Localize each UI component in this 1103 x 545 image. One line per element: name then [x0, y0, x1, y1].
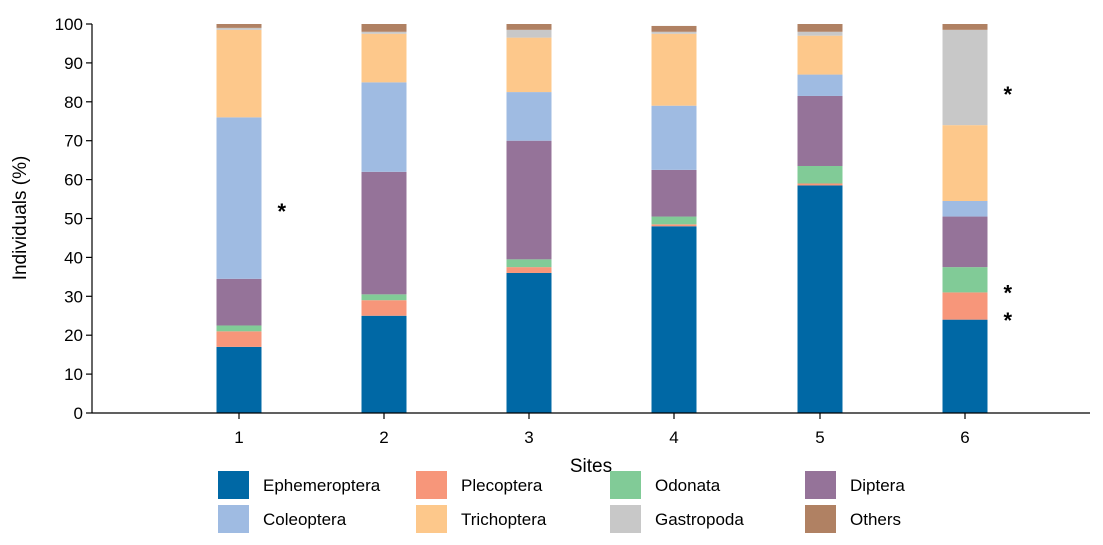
bar-segment-site-5-ephemeroptera: [797, 185, 843, 413]
x-tick-label: 4: [669, 428, 678, 447]
legend-label-diptera: Diptera: [850, 476, 905, 495]
y-tick-label: 30: [64, 287, 83, 306]
legend-swatch-ephemeroptera: [218, 471, 249, 499]
bar-segment-site-1-others: [216, 24, 262, 28]
bar-segment-site-4-others: [651, 25, 697, 32]
bar-segment-site-3-others: [506, 24, 552, 30]
y-axis-title: Individuals (%): [10, 156, 31, 281]
bar-segment-site-1-plecoptera: [216, 331, 262, 347]
legend-swatch-others: [805, 505, 836, 533]
bar-segment-site-5-odonata: [797, 165, 843, 184]
bars-layer: [216, 24, 988, 413]
bar-segment-site-3-odonata: [506, 259, 552, 268]
bar-segment-site-6-trichoptera: [942, 125, 988, 201]
bar-segment-site-1-odonata: [216, 325, 262, 332]
significance-marker: *: [278, 199, 287, 224]
x-tick-label: 1: [234, 428, 243, 447]
y-tick-label: 100: [55, 15, 83, 34]
bar-segment-site-4-ephemeroptera: [651, 226, 697, 413]
legend-label-coleoptera: Coleoptera: [263, 510, 347, 529]
significance-marker: *: [1004, 281, 1013, 306]
bar-segment-site-5-gastropoda: [797, 31, 843, 36]
y-tick-label: 0: [74, 404, 83, 423]
bar-segment-site-3-gastropoda: [506, 29, 552, 38]
bar-segment-site-6-diptera: [942, 216, 988, 268]
bar-segment-site-4-plecoptera: [651, 224, 697, 227]
annotations: ****: [278, 82, 1013, 333]
y-tick-label: 40: [64, 248, 83, 267]
bar-segment-site-2-others: [361, 24, 407, 32]
bar-segment-site-6-others: [942, 24, 988, 30]
bar-segment-site-4-gastropoda: [651, 31, 697, 34]
bar-segment-site-2-odonata: [361, 294, 407, 301]
bar-segment-site-6-coleoptera: [942, 200, 988, 217]
x-tick-label: 5: [815, 428, 824, 447]
bar-segment-site-2-coleoptera: [361, 82, 407, 172]
bar-segment-site-4-trichoptera: [651, 33, 697, 106]
legend-label-plecoptera: Plecoptera: [461, 476, 543, 495]
legend-swatch-diptera: [805, 471, 836, 499]
x-tick-label: 3: [524, 428, 533, 447]
legend-label-odonata: Odonata: [655, 476, 721, 495]
x-axis-title: Sites: [570, 456, 612, 477]
significance-marker: *: [1004, 82, 1013, 107]
bar-segment-site-6-plecoptera: [942, 292, 988, 320]
bar-segment-site-2-ephemeroptera: [361, 315, 407, 413]
bar-segment-site-3-ephemeroptera: [506, 272, 552, 413]
legend-swatch-coleoptera: [218, 505, 249, 533]
y-tick-label: 70: [64, 132, 83, 151]
y-tick-label: 10: [64, 365, 83, 384]
bar-segment-site-2-gastropoda: [361, 31, 407, 34]
bar-segment-site-1-coleoptera: [216, 117, 262, 279]
x-tick-label: 6: [960, 428, 969, 447]
bar-segment-site-6-gastropoda: [942, 29, 988, 126]
bar-segment-site-5-plecoptera: [797, 183, 843, 186]
bar-segment-site-2-trichoptera: [361, 33, 407, 83]
x-tick-label: 2: [379, 428, 388, 447]
bar-segment-site-4-odonata: [651, 216, 697, 225]
legend-label-others: Others: [850, 510, 901, 529]
bar-segment-site-2-diptera: [361, 171, 407, 295]
legend: Ephemeroptera Plecoptera Odonata Diptera Col…: [218, 471, 905, 533]
bar-segment-site-6-odonata: [942, 267, 988, 293]
y-tick-label: 50: [64, 210, 83, 229]
legend-label-ephemeroptera: Ephemeroptera: [263, 476, 381, 495]
bar-segment-site-5-coleoptera: [797, 74, 843, 96]
y-tick-label: 90: [64, 54, 83, 73]
legend-swatch-plecoptera: [416, 471, 447, 499]
y-tick-label: 80: [64, 93, 83, 112]
bar-segment-site-3-diptera: [506, 140, 552, 260]
y-tick-label: 60: [64, 171, 83, 190]
bar-segment-site-3-plecoptera: [506, 267, 552, 273]
bar-segment-site-5-trichoptera: [797, 35, 843, 75]
bar-segment-site-2-plecoptera: [361, 300, 407, 316]
bar-segment-site-4-diptera: [651, 169, 697, 217]
legend-label-trichoptera: Trichoptera: [461, 510, 547, 529]
y-ticks: 0 10 20 30 40 50 60 70 80 90 100: [55, 15, 92, 423]
bar-segment-site-5-diptera: [797, 95, 843, 166]
bar-segment-site-1-gastropoda: [216, 27, 262, 30]
x-ticks: 1 2 3 4 5 6: [234, 413, 970, 447]
bar-segment-site-6-ephemeroptera: [942, 319, 988, 413]
bar-segment-site-3-trichoptera: [506, 37, 552, 93]
legend-label-gastropoda: Gastropoda: [655, 510, 744, 529]
bar-segment-site-1-trichoptera: [216, 29, 262, 118]
bar-segment-site-5-others: [797, 24, 843, 32]
bar-segment-site-1-diptera: [216, 278, 262, 326]
y-tick-label: 20: [64, 326, 83, 345]
legend-swatch-odonata: [610, 471, 641, 499]
significance-marker: *: [1004, 308, 1013, 333]
bar-segment-site-4-coleoptera: [651, 105, 697, 170]
legend-swatch-gastropoda: [610, 505, 641, 533]
bar-segment-site-1-ephemeroptera: [216, 346, 262, 413]
bar-segment-site-3-coleoptera: [506, 92, 552, 141]
legend-swatch-trichoptera: [416, 505, 447, 533]
